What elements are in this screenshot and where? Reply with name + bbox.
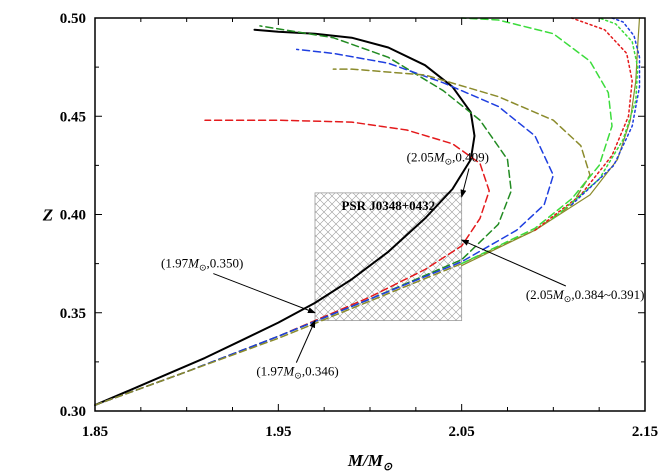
y-tick-label: 0.30 bbox=[60, 404, 86, 420]
annotation-label-2: (1.97M⊙,0.350) bbox=[161, 256, 243, 273]
x-tick-label: 2.15 bbox=[632, 424, 658, 440]
x-axis-title: M/M⊙ bbox=[347, 451, 393, 473]
x-tick-label: 1.85 bbox=[82, 424, 108, 440]
region-layer: PSR J0348+0432 bbox=[315, 193, 462, 321]
annotation-label-3: (1.97M⊙,0.346) bbox=[256, 364, 338, 381]
annotation-label-1: (2.05M⊙,0.409) bbox=[407, 149, 489, 166]
y-tick-label: 0.50 bbox=[60, 11, 86, 27]
line-chart: PSR J0348+0432 1.85 1.95 2.05 2.15 0.30 0.35 0… bbox=[0, 0, 672, 476]
x-tick-label: 2.05 bbox=[449, 424, 475, 440]
annotation-arrow-2 bbox=[213, 274, 315, 313]
annotation-arrow-4 bbox=[462, 240, 566, 286]
annotation-label-4: (2.05M⊙,0.384~0.391) bbox=[526, 287, 645, 304]
y-tick-label: 0.35 bbox=[60, 306, 86, 322]
x-tick-label: 1.95 bbox=[265, 424, 291, 440]
y-tick-label: 0.45 bbox=[60, 109, 86, 125]
region-label: PSR J0348+0432 bbox=[341, 198, 435, 213]
y-tick-label: 0.40 bbox=[60, 208, 86, 224]
series-line-7 bbox=[462, 18, 640, 266]
y-axis-title: Z bbox=[42, 206, 53, 225]
